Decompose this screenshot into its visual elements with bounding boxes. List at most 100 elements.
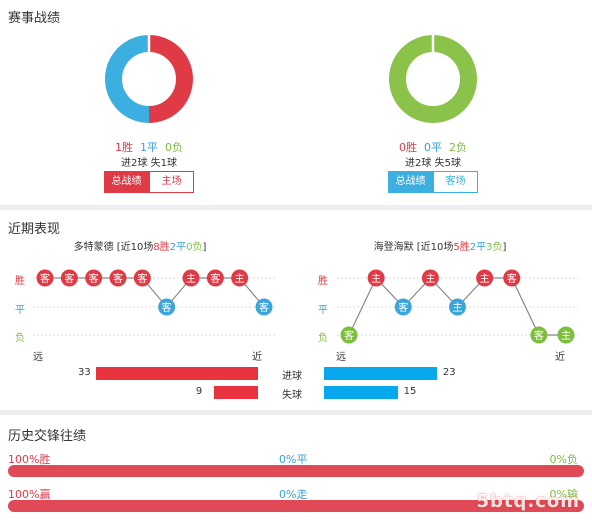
form-point-label: 客: [534, 329, 544, 342]
history-result-track: [8, 465, 584, 477]
form-point-label: 主: [425, 273, 435, 285]
donut-slice-1: [148, 35, 193, 123]
home-y-draw: 平: [15, 305, 25, 316]
record-panel: 赛事战绩 1胜 1平 0负 进2球 失1球 0胜 0平 2负 进2球 失5球 总…: [0, 0, 592, 205]
home-y-loss: 负: [15, 333, 25, 344]
form-point: [421, 269, 439, 287]
form-point-label: 客: [137, 272, 147, 285]
away-summary-prefix: [近10场: [413, 242, 454, 253]
history-section-title: 历史交锋往绩: [8, 429, 87, 444]
conceded-label: 失球: [282, 390, 302, 401]
away-win-count: 0胜: [399, 141, 417, 154]
history-handicap-fill: [8, 500, 584, 512]
form-point: [503, 269, 521, 287]
form-point: [394, 298, 412, 316]
form-point: [60, 269, 78, 287]
home-x-far: 远: [33, 352, 43, 363]
form-point: [530, 326, 548, 344]
history-panel: 历史交锋往绩 100%胜 0%平 0%负 100%赢 0%走 0%输 5btq.…: [0, 415, 592, 520]
away-x-far: 远: [336, 352, 346, 363]
home-recent-draws: 2平: [169, 242, 187, 253]
home-x-near: 近: [252, 352, 262, 363]
away-conceded-bar: [324, 386, 398, 399]
form-point: [109, 269, 127, 287]
away-scored-value: 23: [442, 367, 456, 378]
away-recent-wins: 5胜: [453, 242, 470, 253]
donut-slice-1: [389, 35, 477, 123]
form-point: [85, 269, 103, 287]
home-summary-suffix: ]: [202, 242, 207, 253]
form-point-label: 客: [89, 272, 99, 285]
history-handicap-push-pct: 0%走: [279, 488, 308, 501]
history-handicap-loss-pct: 0%输: [549, 488, 578, 501]
form-point: [449, 298, 466, 316]
form-point: [340, 326, 358, 344]
form-point-label: 主: [371, 273, 381, 285]
home-recent-wins: 8胜: [153, 242, 170, 253]
home-record-tabs: 总战绩 主场: [104, 171, 194, 193]
away-conceded-value: 15: [403, 386, 417, 397]
record-section-title: 赛事战绩: [8, 11, 61, 26]
away-form-chart: 客主客主主主 客客主: [337, 269, 578, 344]
recent-panel: 近期表现 多特蒙德 [近10场8胜2平0负] 海登海默 [近10场5胜2平3负]…: [0, 210, 592, 410]
away-team-summary: 海登海默 [近10场5胜2平3负]: [340, 238, 540, 253]
site-watermark: 5btq.com: [476, 491, 580, 512]
away-record-tabs: 总战绩 客场: [388, 171, 478, 193]
form-point-label: 客: [210, 272, 220, 285]
away-scored-bar: [324, 367, 437, 380]
form-point-label: 客: [259, 301, 269, 314]
donut-slice-2: [105, 35, 150, 123]
away-y-draw: 平: [318, 305, 328, 316]
away-recent-losses: 3负: [486, 242, 503, 253]
form-point: [182, 269, 200, 287]
form-point-label: 客: [344, 329, 354, 342]
home-form-chart: 客客客客客客主客主客: [33, 269, 276, 336]
form-point: [133, 269, 151, 287]
away-x-near: 近: [555, 352, 565, 363]
history-win-pct: 100%胜: [8, 453, 51, 466]
form-point-label: 客: [40, 272, 50, 285]
home-conceded-value: 9: [195, 386, 203, 397]
form-point-label: 主: [480, 273, 490, 285]
home-team-summary: 多特蒙德 [近10场8胜2平0负]: [40, 238, 240, 253]
home-win-count: 1胜: [115, 141, 133, 154]
form-point: [231, 269, 249, 287]
home-y-win: 胜: [15, 276, 25, 287]
home-team-name: 多特蒙德: [73, 242, 114, 253]
form-point: [36, 269, 54, 287]
away-goals: 进2球 失5球: [405, 158, 461, 169]
home-conceded-bar: [213, 386, 258, 399]
form-point-label: 主: [235, 273, 245, 285]
form-point-label: 主: [186, 273, 196, 285]
tab-home-total[interactable]: 总战绩: [104, 171, 149, 193]
home-scored-bar: [96, 367, 258, 380]
form-point: [206, 269, 224, 287]
home-scored-value: 33: [78, 367, 91, 378]
away-draw-count: 0平: [424, 141, 442, 154]
tab-home-venue[interactable]: 主场: [149, 171, 194, 193]
history-handicap-win-pct: 100%赢: [8, 488, 51, 501]
form-point-label: 客: [398, 301, 408, 314]
form-point-label: 主: [561, 330, 571, 342]
form-point-label: 客: [162, 301, 172, 314]
history-handicap-track: [8, 500, 584, 512]
history-draw-pct: 0%平: [279, 453, 308, 466]
home-goals: 进2球 失1球: [121, 158, 177, 169]
away-team-name: 海登海默: [373, 242, 414, 253]
form-point: [367, 269, 385, 287]
tab-away-venue[interactable]: 客场: [433, 171, 478, 193]
away-wdl: 0胜 0平 2负: [353, 139, 513, 155]
home-record-donut: [105, 35, 193, 123]
form-point: [158, 298, 176, 316]
form-point: [255, 298, 273, 316]
away-y-win: 胜: [318, 276, 328, 287]
form-point-label: 主: [453, 302, 463, 314]
history-loss-pct: 0%负: [549, 453, 578, 466]
tab-away-total[interactable]: 总战绩: [388, 171, 433, 193]
home-wdl: 1胜 1平 0负: [69, 139, 229, 155]
form-point: [557, 326, 575, 344]
away-summary-suffix: ]: [502, 242, 507, 253]
away-y-loss: 负: [318, 333, 328, 344]
form-point-label: 客: [64, 272, 74, 285]
away-record-donut: [389, 35, 477, 123]
